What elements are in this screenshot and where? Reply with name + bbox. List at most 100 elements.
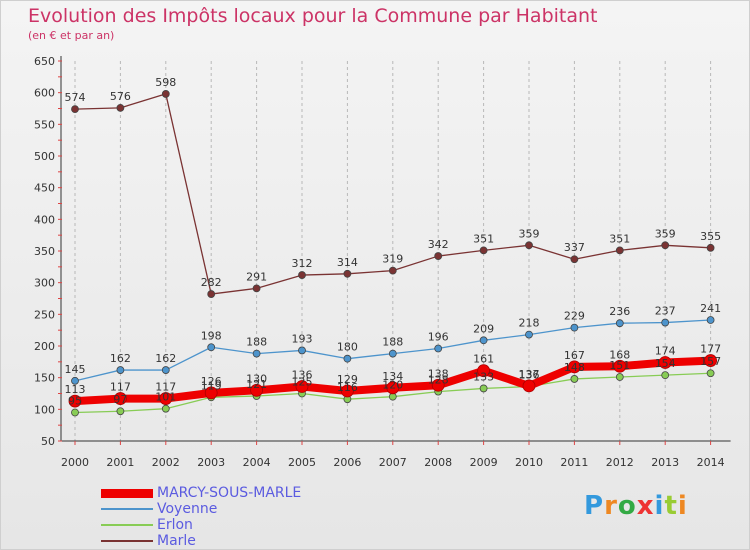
data-label: 198 [201, 329, 222, 342]
data-label: 229 [564, 310, 585, 323]
data-label: 359 [655, 227, 676, 240]
legend-label: Marle [157, 533, 196, 549]
x-tick-label: 2012 [606, 456, 634, 469]
data-point [570, 375, 579, 383]
data-point [706, 316, 715, 324]
logo-letter: r [604, 491, 618, 521]
data-point [114, 392, 127, 405]
data-point [479, 384, 488, 393]
logo-letter: t [664, 491, 678, 521]
data-label: 136 [519, 369, 540, 382]
data-point [477, 364, 491, 378]
data-point [250, 383, 264, 397]
x-tick-label: 2003 [197, 456, 225, 469]
data-label: 351 [609, 232, 630, 245]
data-label: 180 [337, 341, 358, 354]
x-tick-label: 2014 [697, 456, 725, 469]
y-tick-label: 50 [41, 435, 55, 448]
data-label: 161 [473, 353, 494, 366]
data-point [71, 408, 79, 417]
data-label: 236 [609, 305, 630, 318]
data-point [71, 105, 79, 114]
data-label: 167 [564, 349, 585, 362]
data-point [658, 356, 672, 369]
data-label: 576 [110, 90, 131, 103]
data-label: 314 [337, 256, 358, 269]
legend-swatch [101, 540, 153, 542]
data-point [570, 255, 579, 264]
data-point [204, 386, 218, 400]
data-label: 351 [473, 232, 494, 245]
data-label: 120 [382, 379, 403, 392]
data-point [525, 241, 533, 250]
legend-label: Voyenne [157, 501, 218, 517]
y-tick-label: 200 [34, 340, 55, 353]
data-label: 148 [564, 361, 585, 374]
data-label: 312 [292, 257, 313, 270]
data-label: 136 [292, 369, 313, 382]
legend-swatch [101, 508, 153, 510]
x-tick-label: 2001 [106, 456, 134, 469]
x-tick-label: 2005 [288, 456, 316, 469]
data-label: 133 [473, 370, 494, 383]
data-label: 116 [337, 381, 358, 394]
data-label: 134 [382, 370, 403, 383]
data-point [298, 346, 306, 355]
data-point [386, 381, 400, 395]
data-label: 188 [246, 336, 267, 349]
data-point [434, 344, 443, 353]
data-label: 101 [155, 391, 176, 404]
data-label: 128 [428, 374, 449, 387]
y-tick-label: 350 [34, 245, 55, 258]
data-point [116, 103, 125, 112]
data-point [116, 366, 125, 374]
x-tick-label: 2013 [651, 456, 679, 469]
y-tick-label: 100 [34, 403, 55, 416]
x-tick-label: 2000 [61, 456, 89, 469]
y-tick-label: 250 [34, 308, 55, 321]
data-label: 355 [700, 230, 721, 243]
data-point [525, 330, 533, 339]
data-point [343, 269, 352, 278]
data-label: 130 [246, 372, 267, 385]
data-point [522, 379, 536, 393]
data-label: 138 [428, 367, 449, 380]
x-tick-label: 2007 [379, 456, 407, 469]
data-point [71, 376, 79, 385]
data-label: 188 [382, 336, 403, 349]
data-label: 241 [700, 302, 721, 315]
data-label: 162 [110, 352, 131, 365]
x-tick-label: 2008 [424, 456, 452, 469]
data-point [479, 336, 488, 345]
data-label: 117 [110, 381, 131, 394]
data-label: 119 [201, 379, 222, 392]
x-tick-label: 2006 [333, 456, 361, 469]
data-label: 117 [155, 381, 176, 394]
chart-subtitle: (en € et par an) [28, 29, 115, 42]
data-label: 113 [65, 383, 86, 396]
data-label: 174 [655, 344, 676, 357]
data-point [161, 404, 170, 413]
data-label: 342 [428, 238, 449, 251]
data-point [570, 323, 579, 332]
data-point [615, 373, 624, 381]
data-label: 598 [155, 76, 176, 89]
legend-label: Erlon [157, 517, 193, 533]
data-label: 291 [246, 270, 267, 283]
data-label: 209 [473, 322, 494, 335]
data-label: 282 [201, 276, 222, 289]
data-label: 126 [201, 375, 222, 388]
y-tick-label: 150 [34, 372, 55, 385]
data-point [613, 359, 627, 373]
data-label: 237 [655, 305, 676, 318]
chart-title: Evolution des Impôts locaux pour la Comm… [28, 5, 598, 27]
logo-letter: o [617, 491, 637, 521]
data-label: 193 [292, 332, 313, 345]
x-tick-label: 2009 [470, 456, 498, 469]
legend-swatch [101, 488, 153, 498]
y-tick-label: 450 [34, 182, 55, 195]
y-tick-label: 300 [34, 277, 55, 290]
data-label: 97 [113, 393, 127, 406]
